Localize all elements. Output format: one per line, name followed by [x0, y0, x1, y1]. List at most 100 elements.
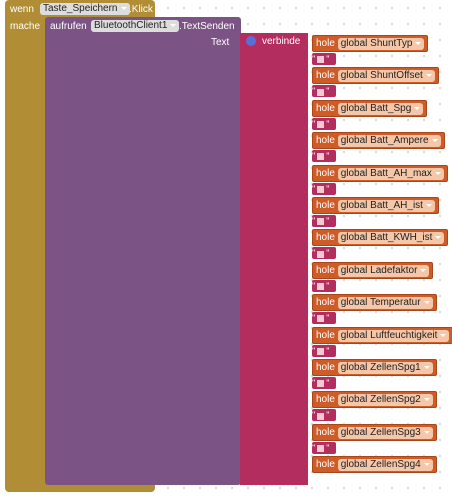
- text-block[interactable]: " ": [312, 117, 336, 130]
- quote-open: ": [312, 86, 316, 97]
- getter-label: hole: [316, 394, 335, 406]
- text-field[interactable]: [317, 444, 325, 452]
- getter-block[interactable]: hole global Batt_AH_ist: [312, 197, 439, 214]
- variable-dropdown[interactable]: global Ladefaktor: [337, 264, 430, 277]
- getter-label: hole: [316, 232, 335, 244]
- quote-close: ": [326, 280, 330, 291]
- variable-dropdown[interactable]: global Luftfeuchtigkeit: [337, 329, 450, 342]
- call-block[interactable]: aufrufen BluetoothClient1 .TextSenden Te…: [45, 17, 241, 485]
- variable-dropdown[interactable]: global Temperatur: [337, 297, 433, 310]
- getter-label: hole: [316, 167, 335, 179]
- getter-block[interactable]: hole global Luftfeuchtigkeit: [312, 326, 452, 344]
- quote-open: ": [312, 378, 316, 388]
- getter-label: hole: [316, 459, 335, 471]
- getter-label: hole: [316, 70, 335, 82]
- text-field[interactable]: [317, 88, 325, 96]
- param-label: Text: [211, 37, 230, 48]
- quote-close: ": [326, 183, 330, 194]
- getter-label: hole: [316, 38, 335, 49]
- getter-block[interactable]: hole global Temperatur: [312, 294, 437, 312]
- text-field[interactable]: [317, 380, 325, 388]
- getter-block[interactable]: hole global Ladefaktor: [312, 261, 434, 279]
- text-block[interactable]: " ": [312, 409, 336, 422]
- getter-block[interactable]: hole global Batt_Ampere: [312, 132, 445, 150]
- variable-dropdown[interactable]: global Batt_Spg: [337, 102, 424, 115]
- quote-open: ": [312, 442, 316, 453]
- component-dropdown[interactable]: BluetoothClient1: [91, 20, 180, 32]
- text-block[interactable]: " ": [312, 344, 336, 357]
- variable-dropdown[interactable]: global ZellenSpg4: [337, 459, 433, 472]
- getter-block[interactable]: hole global ShuntOffset: [312, 67, 439, 85]
- method-name: .TextSenden: [179, 21, 235, 32]
- quote-open: ": [312, 313, 316, 324]
- join-block[interactable]: verbinde: [240, 33, 308, 485]
- quote-open: ": [312, 54, 316, 64]
- text-field[interactable]: [317, 120, 325, 128]
- variable-dropdown[interactable]: global ShuntTyp: [337, 38, 425, 50]
- text-field[interactable]: [317, 282, 325, 290]
- quote-open: ": [312, 410, 316, 421]
- getter-block[interactable]: hole global ZellenSpg4: [312, 456, 437, 474]
- text-field[interactable]: [317, 250, 325, 258]
- text-field[interactable]: [317, 153, 325, 161]
- getter-block[interactable]: hole global ZellenSpg3: [312, 423, 437, 441]
- join-text: verbinde: [262, 36, 301, 47]
- getter-label: hole: [316, 264, 335, 276]
- getter-block[interactable]: hole global ZellenSpg2: [312, 391, 437, 409]
- getter-label: hole: [316, 297, 335, 309]
- quote-close: ": [326, 86, 330, 97]
- text-field[interactable]: [317, 218, 325, 226]
- text-field[interactable]: [317, 347, 325, 355]
- getter-block[interactable]: hole global Batt_AH_max: [312, 164, 448, 182]
- quote-open: ": [312, 345, 316, 356]
- text-block[interactable]: " ": [312, 247, 336, 260]
- quote-close: ": [326, 118, 330, 129]
- quote-close: ": [326, 313, 330, 324]
- getter-label: hole: [316, 200, 335, 211]
- text-block[interactable]: " ": [312, 182, 336, 195]
- text-field[interactable]: [317, 412, 325, 420]
- getter-label: hole: [316, 426, 335, 438]
- variable-dropdown[interactable]: global Batt_Ampere: [337, 135, 441, 148]
- getter-label: hole: [316, 135, 335, 147]
- getter-block[interactable]: hole global Batt_Spg: [312, 99, 428, 117]
- quote-open: ": [312, 118, 316, 129]
- text-block[interactable]: " ": [312, 85, 336, 98]
- getter-block[interactable]: hole global ShuntTyp: [312, 35, 429, 52]
- variable-dropdown[interactable]: global Batt_AH_ist: [337, 200, 435, 212]
- event-name: .Klick: [129, 4, 153, 15]
- do-label: mache: [10, 21, 41, 32]
- quote-close: ": [326, 216, 330, 226]
- quote-open: ": [312, 280, 316, 291]
- quote-close: ": [326, 151, 330, 162]
- quote-close: ": [326, 345, 330, 356]
- variable-dropdown[interactable]: global ShuntOffset: [337, 70, 435, 83]
- text-block[interactable]: " ": [312, 441, 336, 454]
- variable-dropdown[interactable]: global ZellenSpg2: [337, 394, 433, 407]
- quote-open: ": [312, 183, 316, 194]
- text-block[interactable]: " ": [312, 279, 336, 292]
- variable-dropdown[interactable]: global ZellenSpg1: [337, 362, 433, 374]
- text-field[interactable]: [317, 315, 325, 323]
- quote-open: ": [312, 248, 316, 259]
- text-block[interactable]: " ": [312, 215, 336, 227]
- text-field[interactable]: [317, 185, 325, 193]
- mutator-icon[interactable]: [246, 36, 256, 47]
- getter-block[interactable]: hole global ZellenSpg1: [312, 359, 437, 376]
- quote-close: ": [326, 410, 330, 421]
- quote-close: ": [326, 442, 330, 453]
- component-dropdown[interactable]: Taste_Speichern: [40, 3, 130, 15]
- getter-block[interactable]: hole global Batt_KWH_ist: [312, 229, 449, 247]
- quote-open: ": [312, 216, 316, 226]
- text-block[interactable]: " ": [312, 312, 336, 325]
- text-block[interactable]: " ": [312, 377, 336, 389]
- variable-dropdown[interactable]: global ZellenSpg3: [337, 426, 433, 439]
- text-field[interactable]: [317, 56, 325, 64]
- when-label: wenn: [10, 4, 34, 15]
- quote-close: ": [326, 54, 330, 64]
- getter-label: hole: [316, 362, 335, 373]
- variable-dropdown[interactable]: global Batt_KWH_ist: [337, 232, 445, 245]
- variable-dropdown[interactable]: global Batt_AH_max: [337, 167, 444, 180]
- text-block[interactable]: " ": [312, 53, 336, 65]
- text-block[interactable]: " ": [312, 150, 336, 163]
